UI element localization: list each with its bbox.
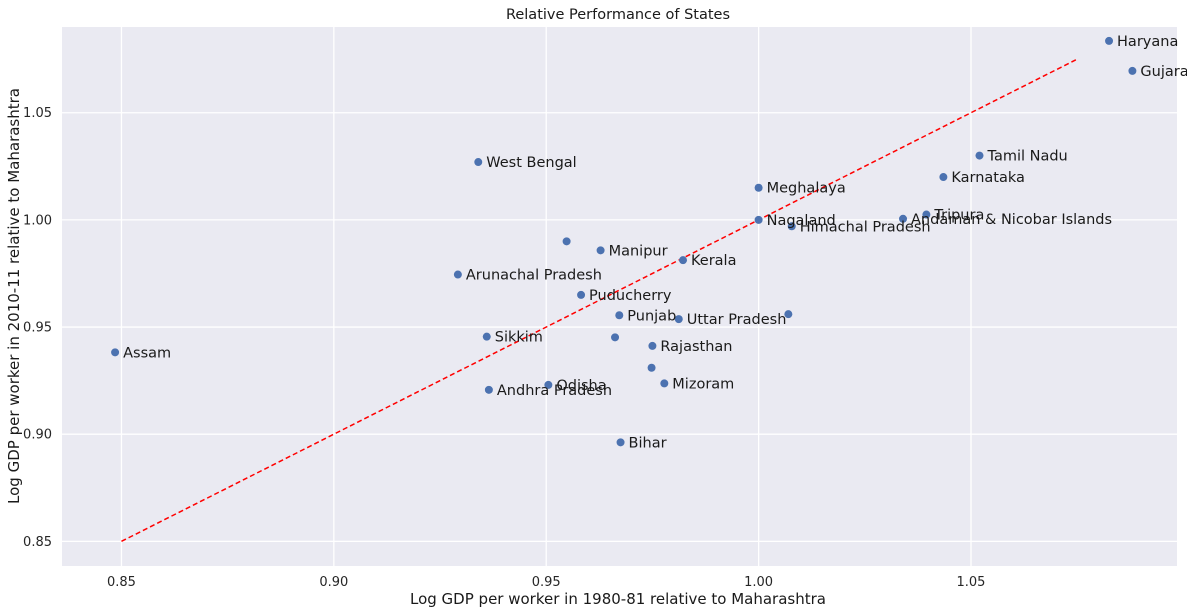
reference-line [121, 58, 1078, 543]
y-tick-label: 0.85 [23, 535, 52, 550]
y-tick-labels: 0.85 0.90 0.95 1.00 1.05 [23, 106, 52, 550]
point-label: Meghalaya [767, 181, 846, 197]
data-point [679, 256, 688, 265]
data-point [975, 151, 984, 160]
point-label: Mizoram [672, 376, 734, 392]
data-point [596, 246, 605, 255]
data-points [111, 36, 1137, 447]
data-point [1128, 66, 1137, 75]
point-label: Bihar [629, 435, 667, 451]
point-label: Haryana [1117, 34, 1178, 50]
data-point [544, 380, 553, 389]
data-point [754, 215, 763, 224]
point-label: Tripura [933, 208, 984, 224]
y-tick-label: 0.95 [23, 321, 52, 336]
data-point [648, 341, 657, 350]
data-point [660, 379, 669, 388]
point-label: Puducherry [589, 288, 672, 304]
chart-title: Relative Performance of States [506, 7, 730, 23]
x-tick-label: 0.95 [532, 575, 561, 590]
point-label: Manipur [609, 243, 668, 259]
point-label: Odisha [556, 378, 606, 394]
data-point [787, 222, 796, 231]
x-tick-label: 0.85 [107, 575, 136, 590]
point-label: Rajasthan [660, 339, 732, 355]
data-point [616, 438, 625, 447]
x-tick-label: 0.90 [319, 575, 348, 590]
data-point [1105, 36, 1114, 45]
data-point [577, 290, 586, 299]
data-point [939, 173, 948, 182]
point-label: Andaman & Nicobar Islands [911, 212, 1112, 228]
data-point [111, 348, 120, 357]
data-point [899, 214, 908, 223]
y-axis-label: Log GDP per worker in 2010-11 relative t… [5, 88, 23, 504]
data-point [474, 158, 483, 167]
plot-area [62, 27, 1177, 566]
point-label: Arunachal Pradesh [466, 268, 602, 284]
y-tick-label: 1.05 [23, 106, 52, 121]
point-label: Andhra Pradesh [497, 383, 612, 399]
point-label: West Bengal [486, 155, 576, 171]
data-point [482, 332, 491, 341]
point-label: Punjab [627, 308, 676, 324]
y-tick-label: 0.90 [23, 428, 52, 443]
point-label: Uttar Pradesh [687, 312, 787, 328]
point-label: Kerala [691, 253, 736, 269]
data-point [615, 311, 624, 320]
point-label: Gujarat [1140, 64, 1187, 80]
point-label: Nagaland [767, 213, 836, 229]
data-point [674, 315, 683, 324]
x-axis-label: Log GDP per worker in 1980-81 relative t… [410, 590, 826, 608]
point-label: Himachal Pradesh [800, 219, 931, 235]
grid-lines [62, 27, 1177, 566]
data-point [453, 270, 462, 279]
data-point [647, 363, 656, 372]
data-point [754, 183, 763, 192]
y-tick-label: 1.00 [23, 213, 52, 228]
point-labels: Haryana Gujarat Tamil Nadu Karnataka West Be… [123, 34, 1187, 451]
data-point [922, 210, 931, 219]
point-label: Assam [123, 345, 171, 361]
x-tick-labels: 0.85 0.90 0.95 1.00 1.05 [107, 575, 985, 590]
x-tick-label: 1.05 [957, 575, 986, 590]
data-point [562, 237, 571, 246]
x-tick-label: 1.00 [744, 575, 773, 590]
point-label: Tamil Nadu [986, 149, 1067, 165]
data-point [611, 333, 620, 342]
point-label: Sikkim [495, 330, 543, 346]
point-label: Karnataka [951, 170, 1025, 186]
data-point [784, 310, 793, 319]
data-point [484, 385, 493, 394]
